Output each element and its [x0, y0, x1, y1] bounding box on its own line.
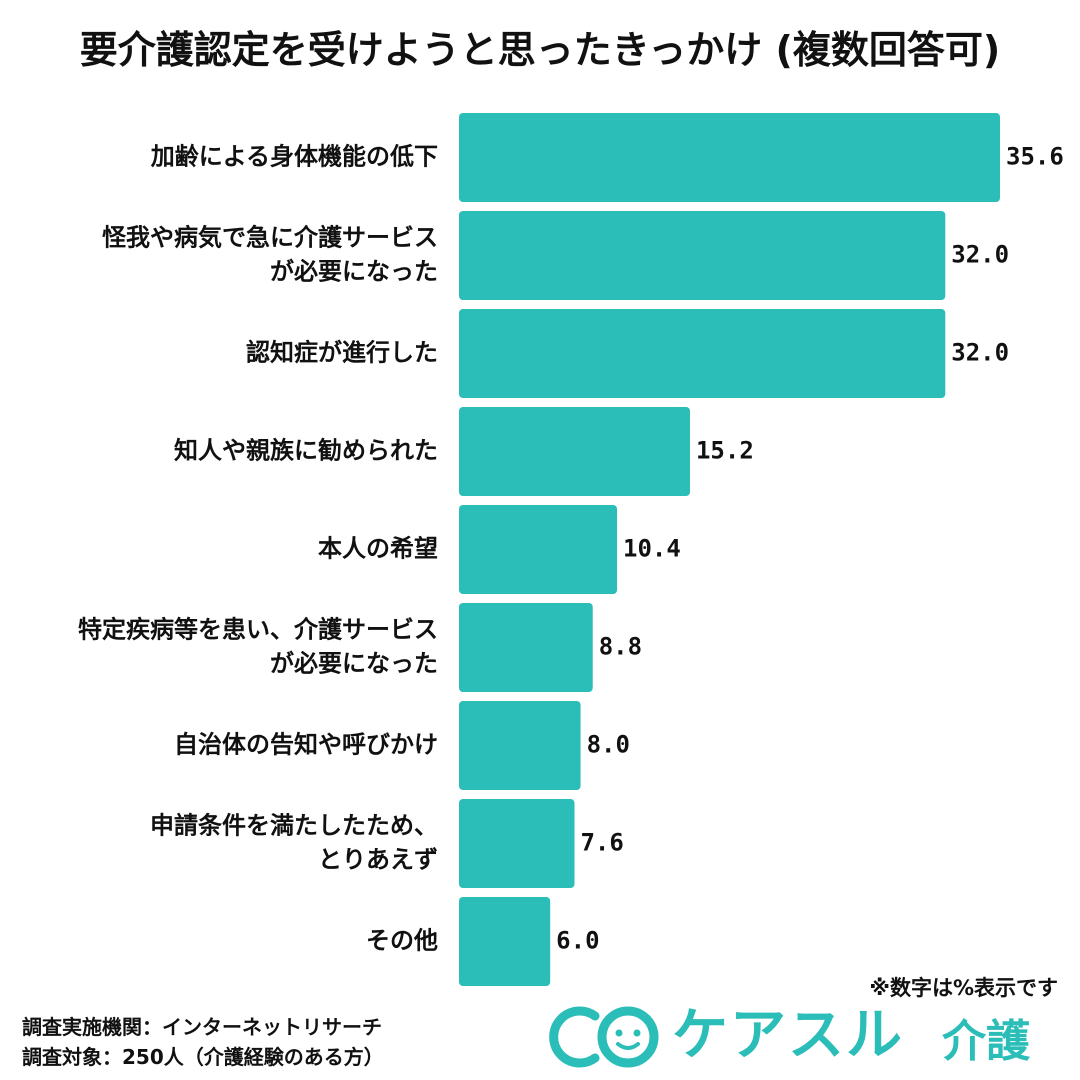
unit-note: ※数字は%表示です: [869, 976, 1058, 1000]
bar-4: [459, 505, 618, 594]
value-label-1: 32.0: [951, 241, 1009, 269]
survey-source: 調査実施機関：インターネットリサーチ 調査対象：250人（介護経験のある方）: [22, 1012, 384, 1072]
value-label-8: 6.0: [556, 927, 599, 955]
category-label-6: 自治体の告知や呼びかけ: [174, 731, 438, 759]
smiley-circle-icon: [549, 1006, 659, 1068]
category-label-8: その他: [366, 927, 438, 955]
bar-6: [459, 701, 581, 790]
bar-3: [459, 407, 690, 496]
category-label-7: 申請条件を満たしたため、とりあえず: [150, 812, 438, 874]
category-label-1: 怪我や病気で急に介護サービスが必要になった: [102, 224, 438, 286]
bar-0: [459, 113, 1000, 202]
value-label-0: 35.6: [1006, 143, 1064, 171]
logo-subtext: 介護: [942, 1016, 1030, 1067]
bar-8: [459, 897, 551, 986]
bar-1: [459, 211, 946, 300]
category-label-5: 特定疾病等を患い、介護サービスが必要になった: [78, 616, 438, 678]
logo-text: ケアスル: [672, 1003, 904, 1068]
category-label-3: 知人や親族に勧められた: [174, 437, 438, 465]
value-label-6: 8.0: [587, 731, 630, 759]
category-label-0: 加齢による身体機能の低下: [151, 143, 438, 171]
value-label-7: 7.6: [580, 829, 623, 857]
chart-title: 要介護認定を受けようと思ったきっかけ (複数回答可): [79, 28, 1001, 72]
bar-chart: 35.6 加齢による身体機能の低下 32.0 怪我や病気で急に介護サービスが必要になっ…: [78, 113, 1064, 986]
value-label-5: 8.8: [599, 633, 642, 661]
bar-7: [459, 799, 575, 888]
brand-logo: ケアスル 介護: [540, 1002, 1065, 1072]
bar-2: [459, 309, 946, 398]
source-line-agency: 調査実施機関：インターネットリサーチ: [22, 1015, 382, 1039]
value-label-4: 10.4: [623, 535, 681, 563]
category-label-4: 本人の希望: [318, 535, 438, 563]
value-label-2: 32.0: [951, 339, 1009, 367]
bar-5: [459, 603, 593, 692]
category-label-2: 認知症が進行した: [246, 339, 438, 367]
value-label-3: 15.2: [696, 437, 754, 465]
source-line-target: 調査対象：250人（介護経験のある方）: [22, 1045, 384, 1069]
